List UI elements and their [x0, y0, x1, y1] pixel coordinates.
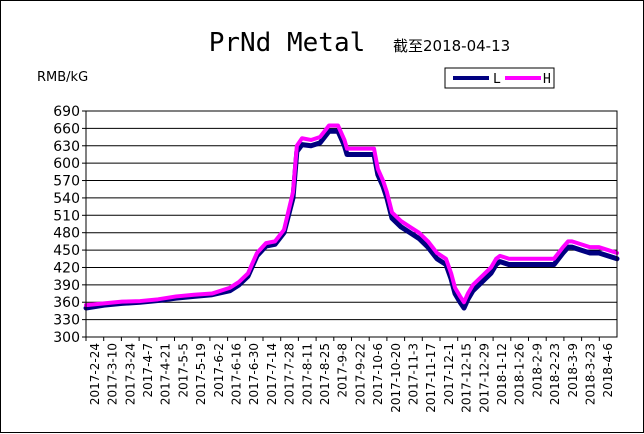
x-tick-label: 2017-4-21	[159, 343, 173, 405]
x-tick-label: 2017-7-14	[265, 343, 279, 405]
x-tick-label: 2017-3-10	[106, 343, 120, 405]
series-line-l	[83, 128, 620, 311]
x-tick-label: 2017-6-16	[229, 343, 243, 405]
x-tick-label: 2017-3-24	[123, 343, 137, 405]
y-tick-label: 660	[53, 121, 80, 137]
x-tick-label: 2017-8-25	[318, 343, 332, 405]
y-tick-label: 690	[53, 104, 80, 120]
y-tick-label: 480	[53, 226, 80, 242]
x-tick-label: 2017-12-15	[460, 343, 474, 413]
x-tick-label: 2017-6-2	[212, 343, 226, 397]
x-tick-label: 2017-9-22	[353, 343, 367, 405]
x-tick-label: 2017-5-19	[194, 343, 208, 405]
legend-label-h: H	[543, 72, 551, 87]
x-tick-label: 2017-5-5	[176, 343, 190, 397]
x-tick-label: 2017-12-1	[442, 343, 456, 405]
y-axis-unit-label: RMB/kG	[37, 70, 88, 85]
legend-box	[444, 67, 555, 89]
y-tick-label: 630	[53, 139, 80, 155]
y-tick-label: 600	[53, 156, 80, 172]
series-line-h	[84, 123, 619, 308]
x-tick-label: 2018-1-12	[495, 343, 509, 405]
x-tick-label: 2017-8-11	[300, 343, 314, 405]
y-tick-label: 300	[53, 330, 80, 346]
chart-subtitle: 截至2018-04-13	[393, 37, 510, 55]
x-tick-label: 2017-9-8	[336, 343, 350, 397]
x-tick-label: 2018-3-23	[583, 343, 597, 405]
x-tick-label: 2018-2-23	[548, 343, 562, 405]
x-tick-label: 2018-1-26	[513, 343, 527, 405]
y-tick-label: 570	[53, 174, 80, 190]
y-tick-label: 510	[53, 208, 80, 224]
y-tick-label: 420	[53, 260, 80, 276]
chart-title: PrNd Metal	[209, 28, 366, 58]
legend-label-l: L	[493, 72, 501, 87]
legend: L H	[444, 67, 555, 89]
x-tick-label: 2017-10-6	[371, 343, 385, 405]
y-tick-label: 390	[53, 278, 80, 294]
x-tick-label: 2018-3-9	[566, 343, 580, 397]
y-tick-label: 540	[53, 191, 80, 207]
x-tick-label: 2017-12-29	[477, 343, 491, 413]
x-tick-label: 2017-4-7	[141, 343, 155, 397]
y-tick-label: 360	[53, 295, 80, 311]
x-tick-label: 2017-10-20	[389, 343, 403, 413]
plot-area	[85, 110, 618, 338]
x-tick-label: 2018-2-9	[530, 343, 544, 397]
x-tick-label: 2017-2-24	[88, 343, 102, 405]
y-tick-label: 330	[53, 313, 80, 329]
x-tick-label: 2018-4-6	[601, 343, 615, 397]
x-tick-label: 2017-11-17	[424, 343, 438, 413]
x-tick-label: 2017-6-30	[247, 343, 261, 405]
y-tick-label: 450	[53, 243, 80, 259]
x-tick-label: 2017-7-28	[283, 343, 297, 405]
x-tick-label: 2017-11-3	[406, 343, 420, 405]
